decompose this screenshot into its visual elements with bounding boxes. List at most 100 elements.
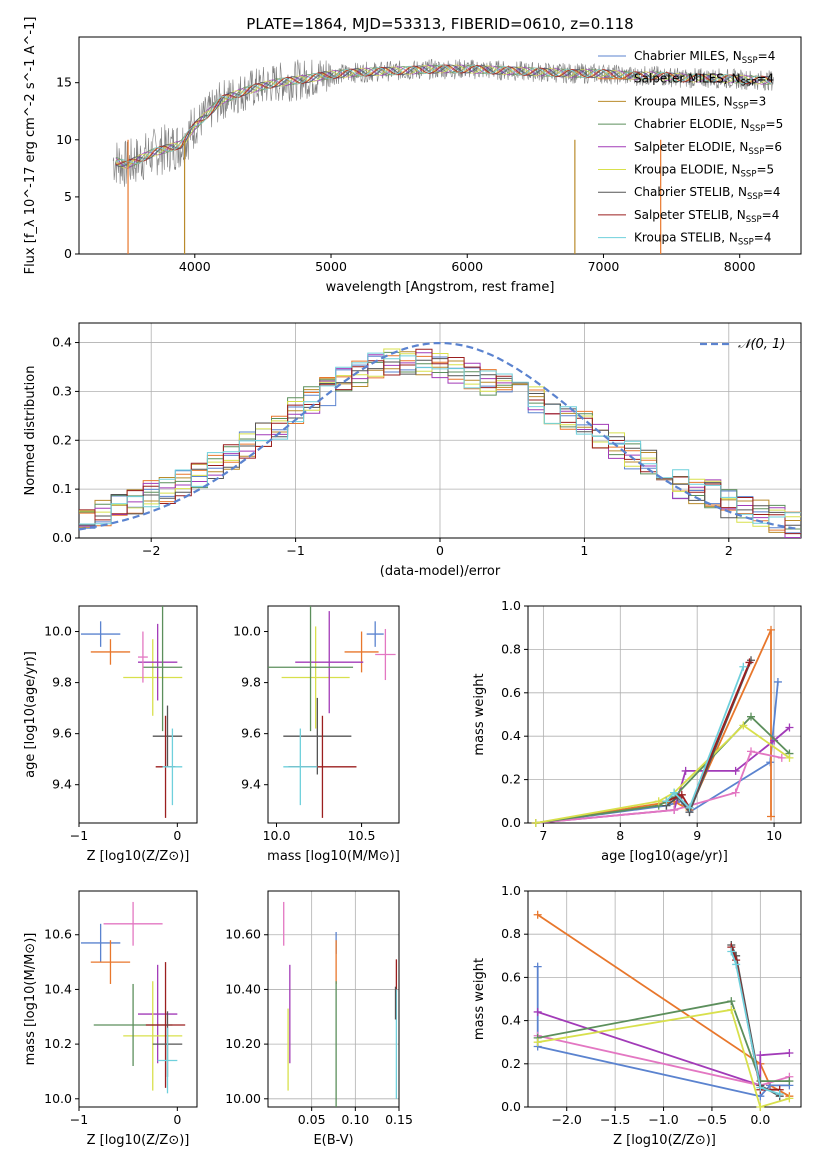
series-line (666, 662, 751, 810)
y-tick-label: 0.0 (501, 1099, 521, 1114)
legend-suffix: =4 (762, 208, 780, 222)
y-tick-label: 5 (64, 189, 72, 204)
series-line (537, 1008, 790, 1109)
age-vs-mass-panel: 10.0 10.5 9.4 9.6 9.8 10.0 mass [log10(M/M⊙)] (233, 605, 400, 864)
x-tick-label: 0 (173, 1112, 181, 1127)
x-tick-label: 0.0 (750, 1112, 770, 1127)
y-tick-label: 0.2 (501, 772, 521, 787)
legend-suffix: =5 (766, 117, 784, 131)
series-marker (732, 960, 741, 969)
y-tick-label: 10.0 (44, 624, 72, 639)
residual-histogram (79, 348, 801, 535)
y-tick-label: 0.4 (501, 1013, 521, 1028)
legend-label: Salpeter STELIB, NSSP=4 (634, 208, 779, 225)
x-tick-label: 7000 (588, 259, 620, 274)
legend-subscript: SSP (746, 215, 762, 225)
series-marker (747, 747, 756, 756)
y-tick-label: 15 (56, 75, 72, 90)
series-marker (681, 766, 690, 775)
mass-weight-vs-z-panel: −2.0 −1.5 −1.0 −0.5 0.0 0.0 0.2 0.4 0.6 0.8 1.0 Z [… (472, 883, 802, 1148)
series-marker (756, 1103, 765, 1111)
axes-frame (527, 605, 802, 824)
y-tick-label: 0.8 (501, 926, 521, 941)
figure-title: PLATE=1864, MJD=53313, FIBERID=0610, z=0… (246, 15, 633, 33)
legend-label: Chabrier MILES, NSSP=4 (634, 49, 775, 66)
y-axis-label: mass weight (472, 958, 487, 1040)
y-tick-label: 10.60 (225, 927, 261, 942)
residual-histogram (79, 352, 801, 538)
y-axis-label: mass [log10(M/M⊙)] (23, 933, 38, 1066)
series-marker (731, 766, 740, 775)
y-tick-label: 0.0 (52, 530, 72, 545)
y-axis-label: age [log10(age/yr)] (23, 651, 38, 778)
legend-label: Kroupa STELIB, NSSP=4 (634, 231, 772, 248)
series-marker (756, 1051, 765, 1060)
axes-frame (527, 890, 802, 1108)
series-marker (739, 662, 748, 671)
series-line (535, 750, 782, 824)
series-marker (785, 723, 794, 732)
series-marker (727, 947, 736, 956)
legend-suffix: =6 (764, 140, 782, 154)
series-marker (777, 753, 786, 762)
x-tick-label: −2 (142, 543, 160, 558)
mass-vs-z-panel: −1 0 10.0 10.2 10.4 10.6 Z [log10(Z/Z⊙)] mass [… (23, 890, 198, 1148)
x-tick-label: 1 (580, 543, 588, 558)
series-marker (773, 677, 782, 686)
legend-suffix: =5 (756, 163, 774, 177)
series-marker (727, 997, 736, 1006)
x-axis-label: wavelength [Angstrom, rest frame] (326, 280, 555, 295)
axes-frame (78, 36, 802, 255)
legend-label: Salpeter MILES, NSSP=4 (634, 72, 774, 89)
y-tick-label: 10.4 (44, 981, 72, 996)
y-tick-label: 0.4 (501, 728, 521, 743)
axes-frame (78, 890, 198, 1108)
series-line (537, 1011, 790, 1087)
x-axis-label: (data-model)/error (380, 564, 501, 579)
x-axis-label: age [log10(age/yr)] (601, 849, 728, 864)
series-line (535, 715, 791, 824)
x-tick-label: 6000 (451, 259, 483, 274)
x-axis-label: Z [log10(Z/Z⊙)] (87, 849, 190, 864)
x-tick-label: −1 (286, 543, 304, 558)
series-marker (531, 819, 540, 827)
series-marker (745, 658, 754, 667)
x-tick-label: −2.0 (552, 1112, 582, 1127)
x-tick-label: 0 (173, 828, 181, 843)
y-tick-label: 0.4 (52, 335, 72, 350)
y-tick-label: 1.0 (501, 598, 521, 613)
mass-vs-ebv-panel: 0.05 0.10 0.15 10.00 10.20 10.40 10.60 E(B-V) (225, 890, 413, 1148)
axes-frame (267, 890, 400, 1108)
y-tick-label: 0.6 (501, 685, 521, 700)
series-marker (785, 1049, 794, 1057)
y-tick-label: 10.0 (44, 1091, 72, 1106)
y-tick-label: 10.20 (225, 1036, 261, 1051)
legend-label: Kroupa ELODIE, NSSP=5 (634, 163, 774, 180)
x-axis-label: E(B-V) (313, 1133, 353, 1148)
series-marker (533, 910, 542, 919)
series-line (537, 1000, 790, 1082)
series-marker (670, 805, 679, 814)
series-line (535, 726, 791, 824)
series-marker (654, 797, 663, 806)
legend-label: Kroupa MILES, NSSP=3 (634, 94, 766, 111)
y-tick-label: 10.0 (233, 624, 261, 639)
axes-frame (78, 605, 198, 824)
y-axis-label: Flux [f_λ 10^-17 erg cm^-2 s^-1 A^-1] (23, 17, 38, 275)
x-tick-label: −1.0 (648, 1112, 678, 1127)
legend-label: Chabrier ELODIE, NSSP=5 (634, 117, 783, 134)
y-tick-label: 0.2 (501, 1056, 521, 1071)
series-marker (731, 788, 740, 797)
x-tick-label: 4000 (179, 259, 211, 274)
legend-suffix: =4 (756, 72, 774, 86)
legend-suffix: =3 (749, 94, 767, 108)
series-marker (685, 803, 694, 812)
y-tick-label: 0.0 (501, 815, 521, 830)
y-tick-label: 0.8 (501, 641, 521, 656)
observed-spectrum (112, 59, 774, 187)
y-tick-label: 10.40 (225, 981, 261, 996)
spectrum-panel: 4000 5000 6000 7000 8000 0 5 10 15 wavelength [An… (23, 17, 802, 295)
y-tick-label: 10 (56, 132, 72, 147)
series-marker (785, 1077, 794, 1086)
